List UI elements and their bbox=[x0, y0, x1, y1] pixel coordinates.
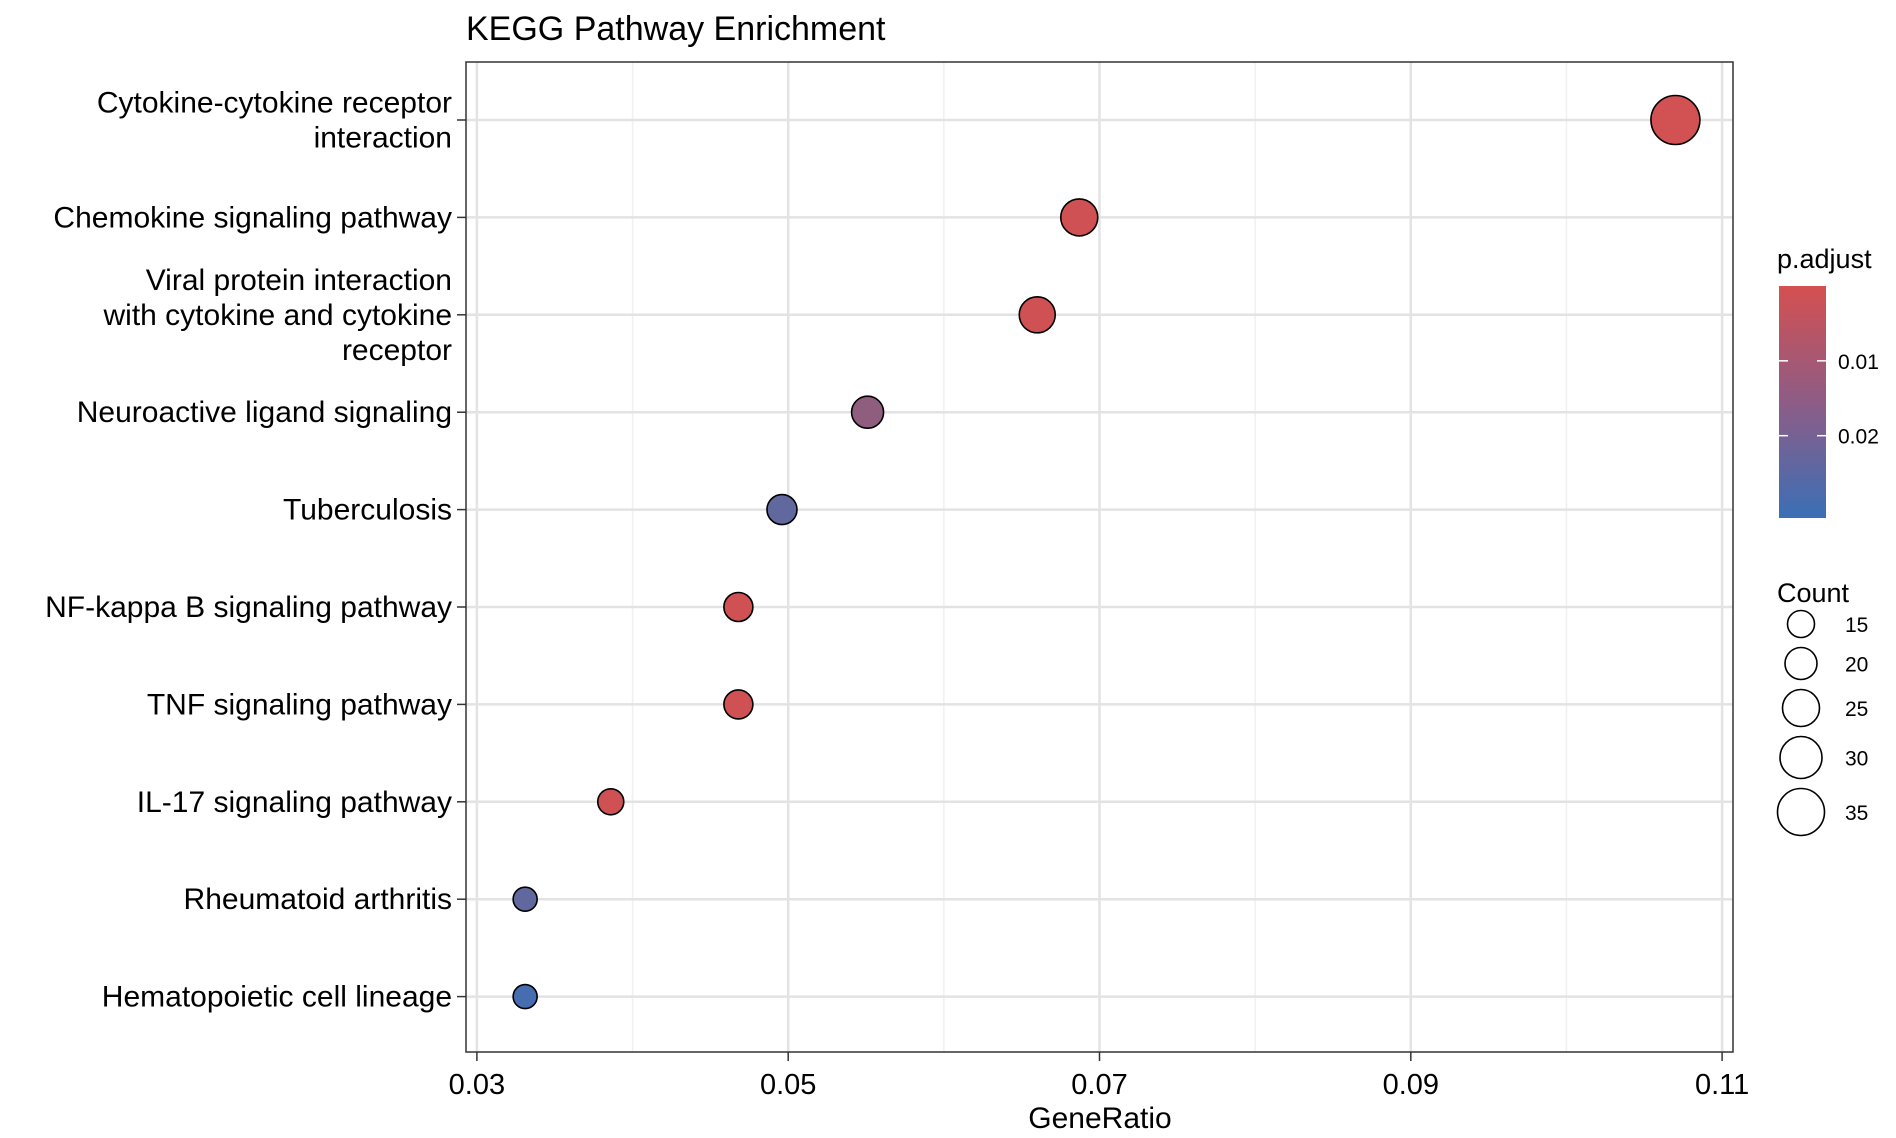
data-point bbox=[1018, 295, 1057, 334]
size-legend-label: 35 bbox=[1845, 802, 1868, 825]
size-legend-label: 20 bbox=[1845, 654, 1868, 677]
y-category-label-line: Tuberculosis bbox=[283, 494, 452, 527]
color-legend: p.adjust 0.01 0.02 bbox=[1777, 244, 1879, 518]
data-point bbox=[766, 493, 798, 526]
size-legend-label: 15 bbox=[1845, 614, 1868, 637]
y-category-label-line: Viral protein interaction bbox=[146, 264, 452, 297]
minor-grid bbox=[631, 62, 1568, 1052]
size-legend: Count 15 20 25 30 35 bbox=[1776, 578, 1868, 837]
y-axis: Cytokine-cytokine receptor interaction Che… bbox=[45, 87, 466, 1014]
color-legend-ticks: 0.01 0.02 bbox=[1779, 351, 1879, 449]
data-point bbox=[723, 689, 754, 720]
color-legend-title: p.adjust bbox=[1777, 244, 1872, 274]
size-legend-title: Count bbox=[1777, 578, 1850, 608]
y-category-label-line: with cytokine and cytokine bbox=[102, 299, 452, 332]
y-category-label-line: TNF signaling pathway bbox=[147, 688, 452, 721]
y-category-label: Hematopoietic cell lineage bbox=[102, 981, 452, 1014]
data-point bbox=[1650, 94, 1701, 146]
size-legend-circle bbox=[1786, 609, 1816, 639]
data-point bbox=[512, 886, 538, 913]
color-bar bbox=[1779, 286, 1826, 518]
data-points bbox=[512, 94, 1701, 1010]
y-category-label-line: Hematopoietic cell lineage bbox=[102, 981, 452, 1014]
y-category-label-line: IL-17 signaling pathway bbox=[137, 786, 452, 819]
size-legend-circle bbox=[1776, 787, 1826, 837]
y-category-label-line: Cytokine-cytokine receptor bbox=[97, 87, 452, 120]
y-category-label: Viral protein interaction with cytokine a… bbox=[102, 264, 452, 367]
y-category-label-line: NF-kappa B signaling pathway bbox=[45, 591, 452, 624]
x-axis-title: GeneRatio bbox=[1028, 1102, 1171, 1135]
data-point bbox=[1059, 198, 1099, 237]
x-tick-label: 0.11 bbox=[1695, 1069, 1749, 1101]
y-category-label: Cytokine-cytokine receptor interaction bbox=[97, 87, 452, 155]
color-tick-label: 0.02 bbox=[1838, 426, 1879, 449]
data-point bbox=[723, 591, 754, 623]
y-category-label-line: Neuroactive ligand signaling bbox=[77, 396, 452, 429]
size-legend-circle bbox=[1781, 688, 1821, 728]
x-tick-label: 0.03 bbox=[449, 1069, 505, 1101]
y-category-label-line: Chemokine signaling pathway bbox=[53, 201, 452, 234]
y-category-label-line: Rheumatoid arthritis bbox=[184, 883, 452, 916]
x-tick-label: 0.05 bbox=[760, 1069, 816, 1101]
data-point bbox=[850, 395, 885, 430]
x-tick-label: 0.07 bbox=[1071, 1069, 1127, 1101]
y-category-label: IL-17 signaling pathway bbox=[137, 786, 452, 819]
color-tick-label: 0.01 bbox=[1838, 351, 1879, 374]
y-category-label: Tuberculosis bbox=[283, 494, 452, 527]
size-legend-label: 25 bbox=[1845, 698, 1868, 721]
y-category-label-line: receptor bbox=[342, 334, 452, 367]
x-tick-label: 0.09 bbox=[1383, 1069, 1439, 1101]
size-legend-circle bbox=[1779, 735, 1823, 780]
major-grid bbox=[466, 62, 1733, 1052]
x-axis: 0.03 0.05 0.07 0.09 0.11 bbox=[449, 1052, 1749, 1101]
y-category-label: TNF signaling pathway bbox=[147, 688, 452, 721]
data-point bbox=[596, 787, 625, 816]
chart-title: KEGG Pathway Enrichment bbox=[466, 10, 886, 48]
size-legend-circle bbox=[1784, 646, 1818, 681]
y-category-label: Rheumatoid arthritis bbox=[184, 883, 452, 916]
data-point bbox=[512, 983, 538, 1010]
y-category-label: NF-kappa B signaling pathway bbox=[45, 591, 452, 624]
size-legend-entries: 15 20 25 30 35 bbox=[1776, 609, 1868, 837]
y-category-label: Chemokine signaling pathway bbox=[53, 201, 452, 234]
size-legend-label: 30 bbox=[1845, 748, 1868, 771]
plot-area bbox=[465, 61, 1734, 1053]
y-category-label-line: interaction bbox=[314, 122, 452, 155]
y-category-label: Neuroactive ligand signaling bbox=[77, 396, 452, 429]
